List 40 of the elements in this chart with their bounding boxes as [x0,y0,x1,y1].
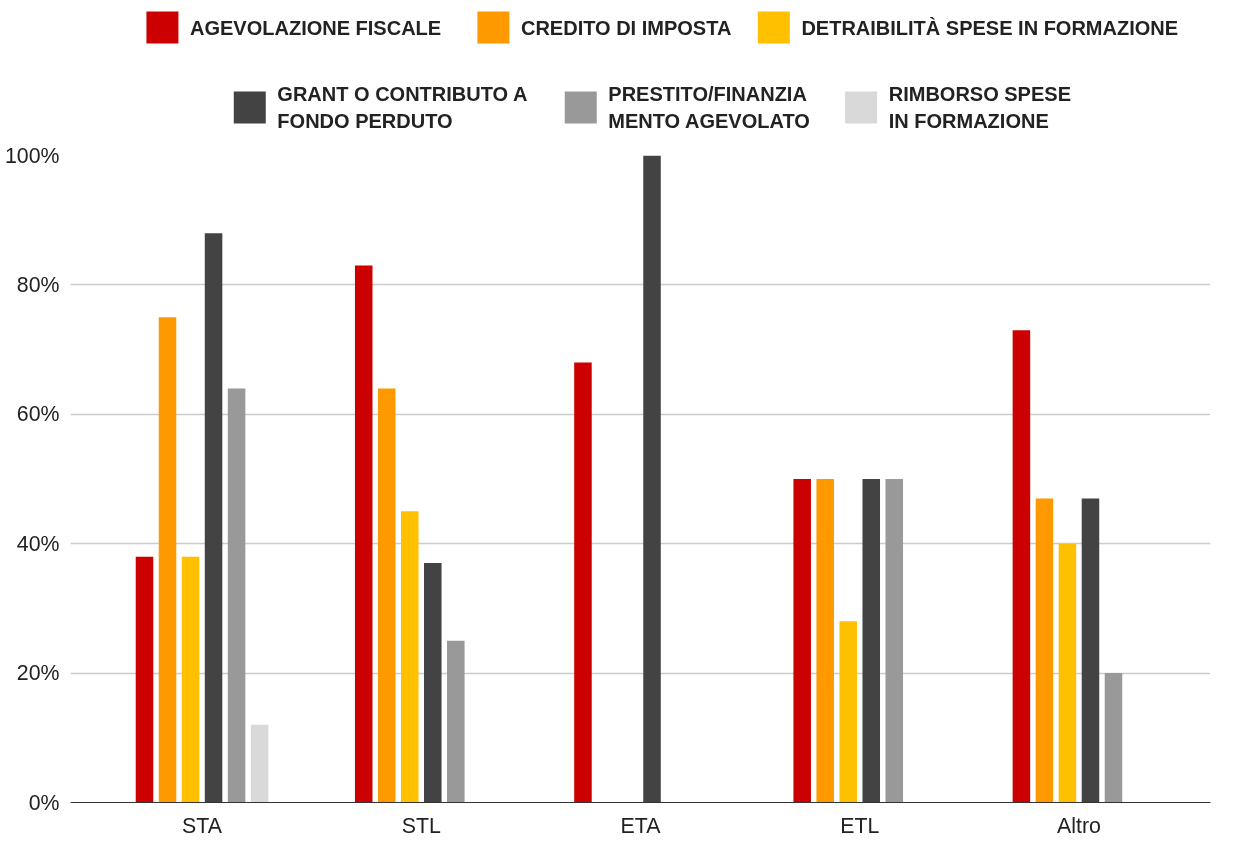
x-tick-label: STA [182,813,223,838]
y-tick-label: 20% [16,661,60,686]
bar [204,233,223,803]
y-tick-label: 40% [16,531,60,556]
y-tick-label: 60% [16,402,60,427]
bar [1081,498,1100,803]
bar [574,362,592,803]
x-tick-label: ETA [620,813,662,838]
x-tick-label: ETL [840,813,880,838]
bar [354,265,373,803]
bar [793,479,811,803]
bar [1012,330,1031,803]
bar [135,556,154,803]
x-tick-label: STL [401,813,441,838]
bar [227,388,246,803]
y-tick-label: 100% [4,143,60,168]
bar [885,479,904,803]
bar [181,556,200,803]
bar [377,388,396,803]
legend-label: PRESTITO/FINANZIA MENTO AGEVOLATO [608,83,810,132]
bar [862,479,881,803]
legend-label: GRANT O CONTRIBUTO A FONDO PERDUTO [277,83,528,132]
bar [400,511,419,803]
legend-label: CREDITO DI IMPOSTA [520,16,732,39]
y-tick-label: 0% [28,790,60,815]
bar [643,155,661,803]
bar [158,317,177,803]
bar [1035,498,1054,803]
legend-label: AGEVOLAZIONE FISCALE [190,16,442,39]
bar [839,621,857,803]
x-tick-label: Altro [1057,813,1101,838]
bar [1104,673,1123,803]
bar [250,724,269,803]
bar [424,563,442,803]
legend-label: DETRAIBILITÀ SPESE IN FORMAZIONE [801,16,1179,39]
bar [816,479,834,803]
legend-label: RIMBORSO SPESE IN FORMAZIONE [888,83,1071,132]
bar [447,640,465,803]
bar [1058,543,1077,803]
y-tick-label: 80% [16,272,60,297]
